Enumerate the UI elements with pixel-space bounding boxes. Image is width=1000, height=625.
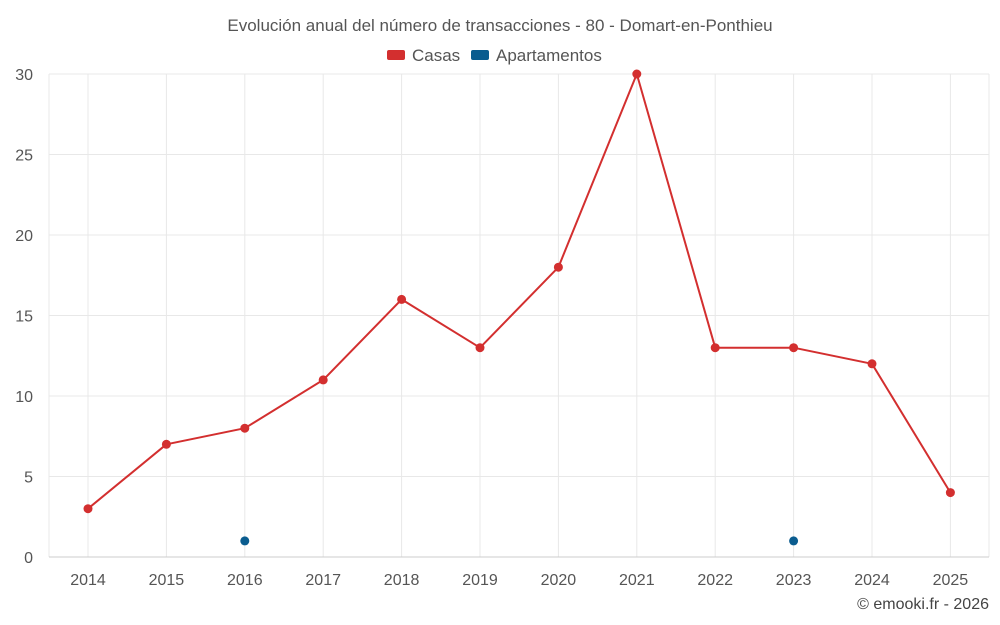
series-line-casas <box>87 73 952 510</box>
data-point-casas-2019[interactable] <box>475 343 485 353</box>
x-tick-label: 2018 <box>384 572 420 589</box>
legend: Casas Apartamentos <box>387 46 602 65</box>
data-point-casas-2014[interactable] <box>83 504 93 514</box>
data-point-apartamentos-2016[interactable] <box>240 536 250 546</box>
legend-swatch-apartamentos <box>471 50 489 60</box>
y-tick-label: 0 <box>24 550 33 567</box>
y-tick-label: 10 <box>15 389 33 406</box>
legend-item-apartamentos[interactable]: Apartamentos <box>471 46 602 65</box>
series <box>83 69 955 546</box>
y-tick-label: 25 <box>15 148 33 165</box>
grid <box>48 73 990 557</box>
x-tick-label: 2025 <box>933 572 969 589</box>
data-point-casas-2020[interactable] <box>553 262 563 272</box>
y-tick-label: 30 <box>15 67 33 84</box>
data-point-casas-2018[interactable] <box>397 294 407 304</box>
data-point-casas-2015[interactable] <box>161 439 171 449</box>
data-point-casas-2021[interactable] <box>632 69 642 79</box>
x-tick-label: 2023 <box>776 572 812 589</box>
x-tick-label: 2022 <box>697 572 733 589</box>
legend-label-casas: Casas <box>412 46 460 65</box>
legend-item-casas[interactable]: Casas <box>387 46 460 65</box>
chart-title: Evolución anual del número de transaccio… <box>227 16 772 35</box>
x-tick-label: 2024 <box>854 572 890 589</box>
data-point-apartamentos-2023[interactable] <box>789 536 799 546</box>
y-tick-label: 20 <box>15 228 33 245</box>
data-point-casas-2023[interactable] <box>789 343 799 353</box>
data-point-casas-2016[interactable] <box>240 423 250 433</box>
data-point-casas-2025[interactable] <box>945 488 955 498</box>
data-point-casas-2024[interactable] <box>867 359 877 369</box>
data-point-casas-2017[interactable] <box>318 375 328 385</box>
x-tick-label: 2014 <box>70 572 106 589</box>
y-tick-label: 15 <box>15 309 33 326</box>
y-tick-label: 5 <box>24 470 33 487</box>
x-tick-label: 2017 <box>305 572 341 589</box>
x-tick-label: 2019 <box>462 572 498 589</box>
data-point-casas-2022[interactable] <box>710 343 720 353</box>
x-tick-label: 2016 <box>227 572 263 589</box>
legend-label-apartamentos: Apartamentos <box>496 46 602 65</box>
legend-swatch-casas <box>387 50 405 60</box>
x-tick-label: 2021 <box>619 572 655 589</box>
x-tick-label: 2015 <box>149 572 185 589</box>
credit-text: © emooki.fr - 2026 <box>857 596 989 613</box>
x-tick-label: 2020 <box>541 572 577 589</box>
